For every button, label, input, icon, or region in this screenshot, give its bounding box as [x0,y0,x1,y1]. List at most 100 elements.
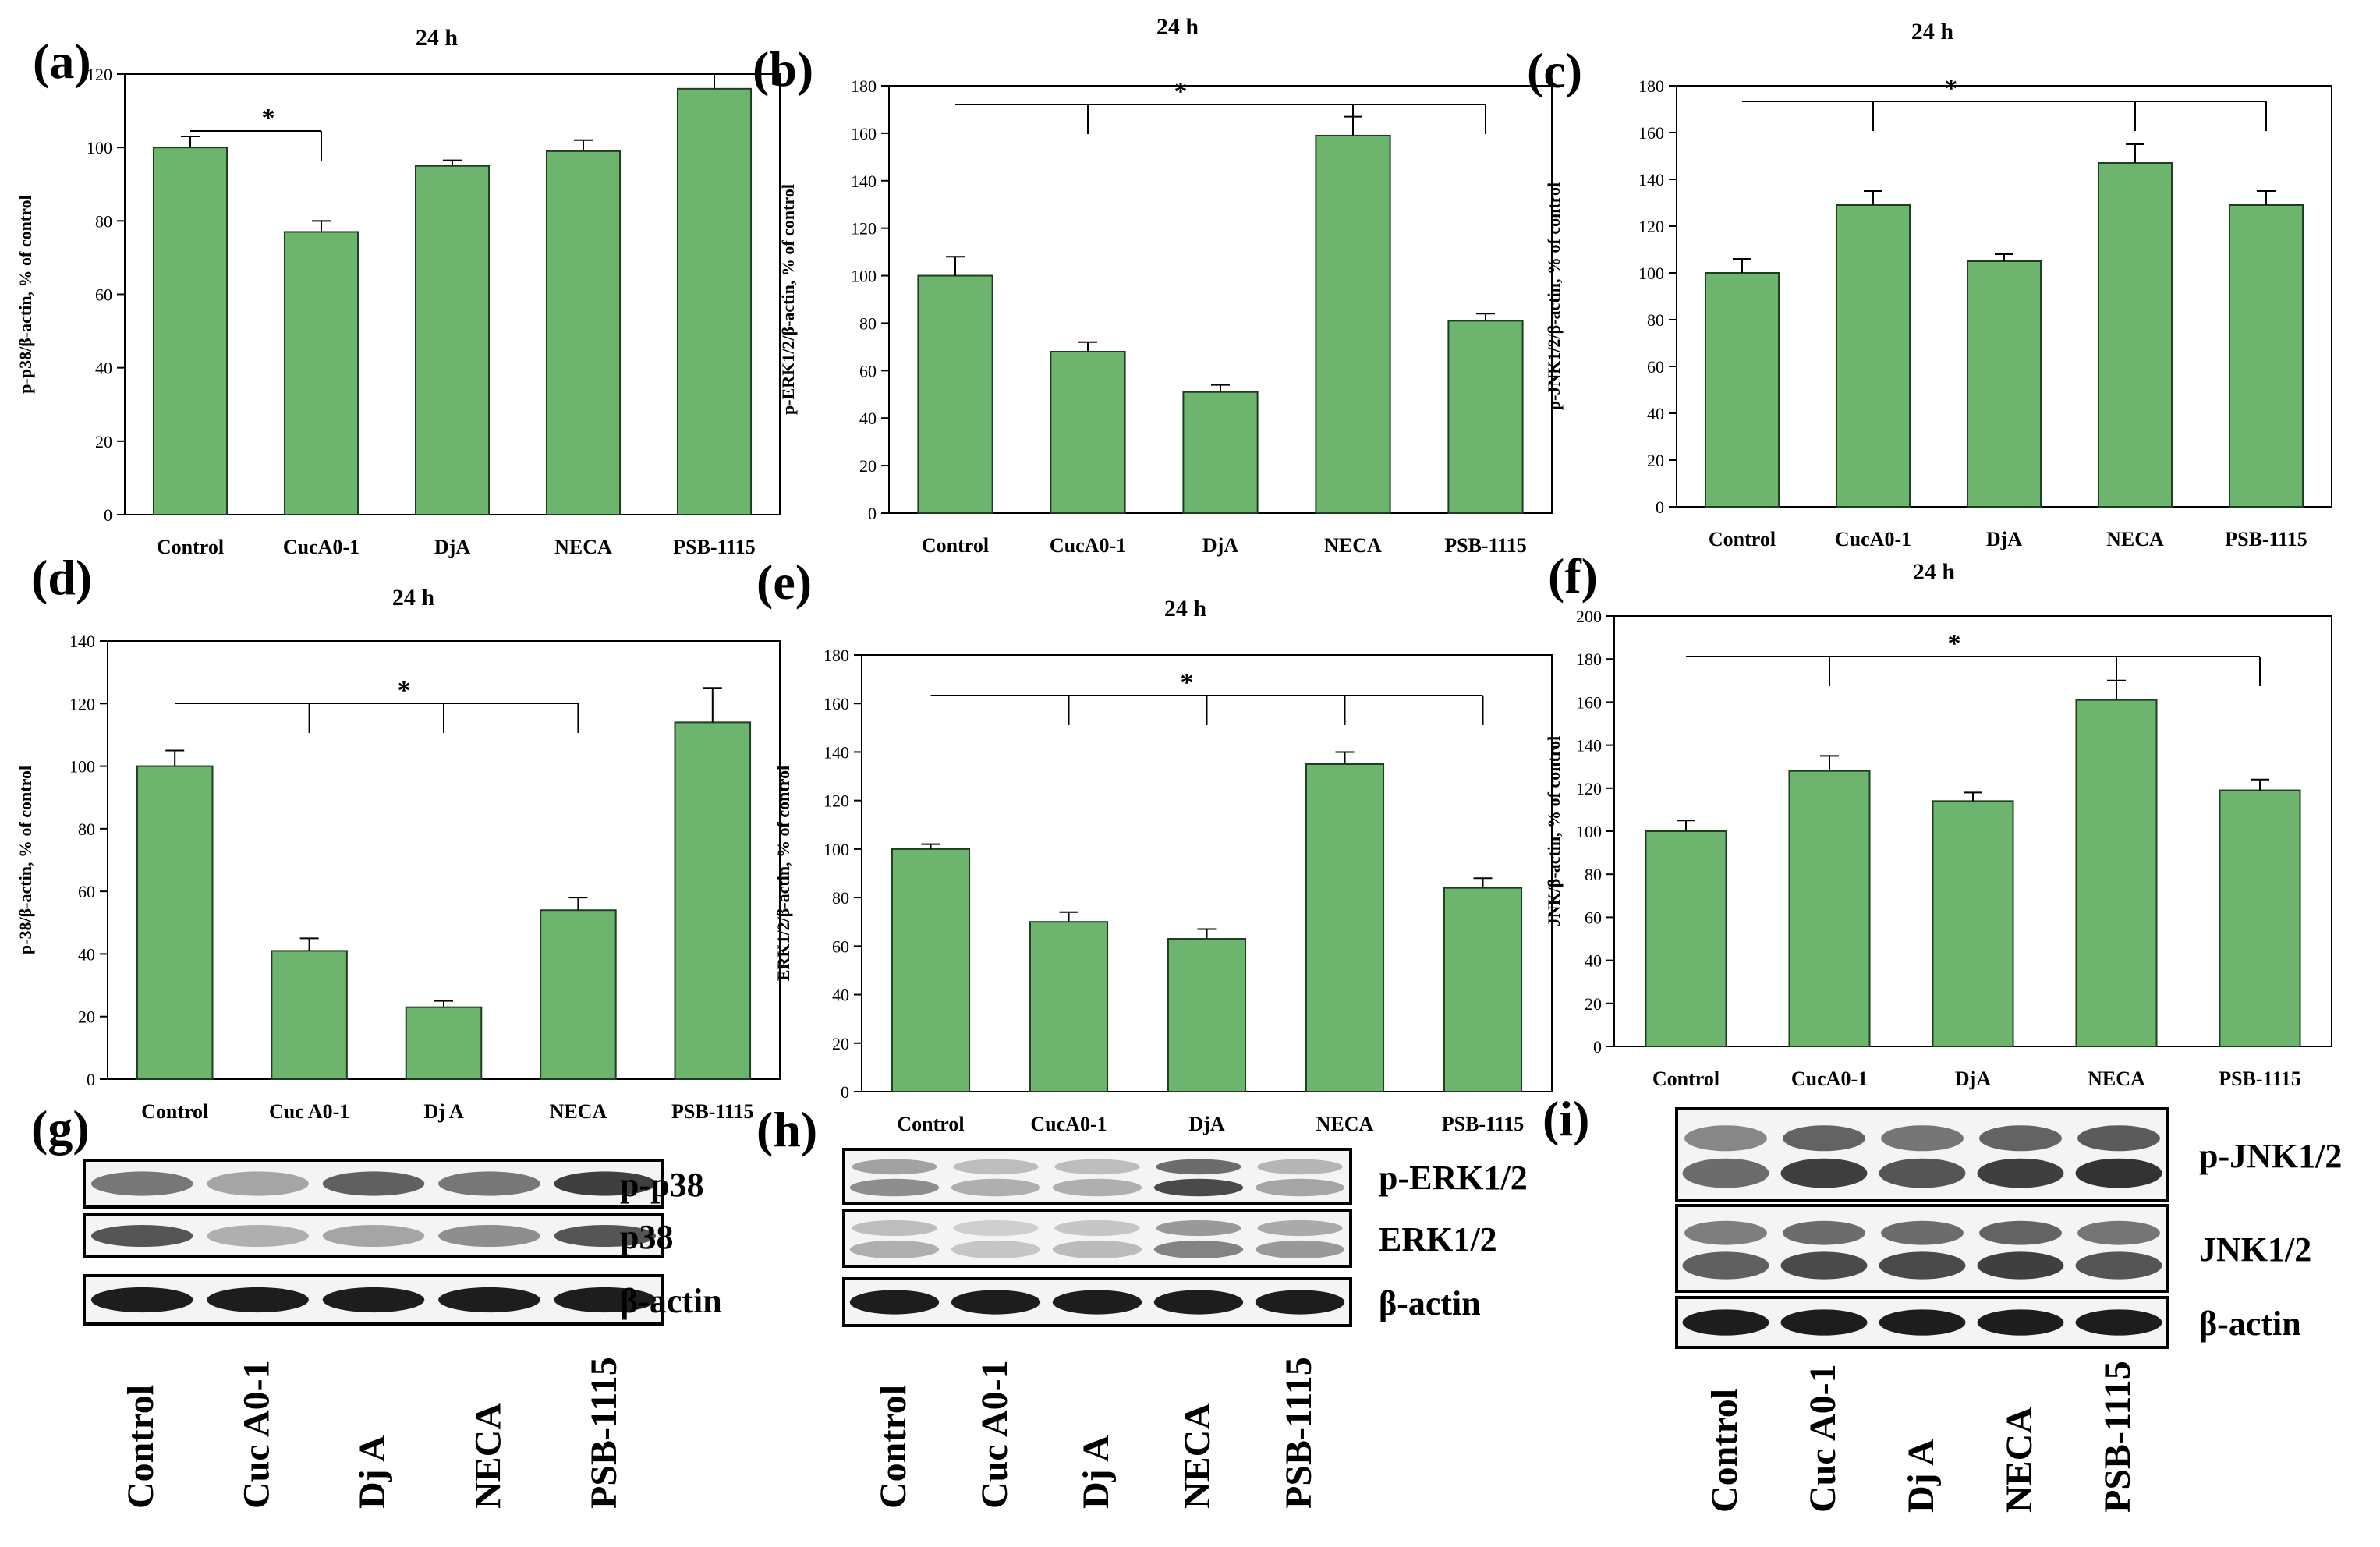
blot-strip [842,1209,1352,1268]
blot-band [1684,1125,1767,1152]
chart-d: 0 20 40 60 80 100 120 140 24 h (d) p-38/β-actin, %… [16,550,781,1123]
blot-band [1257,1159,1343,1175]
blot-band [1979,1125,2062,1152]
bar [136,765,214,1080]
x-category-label: PSB-1115 [2219,1067,2300,1090]
blot-row-label: p-JNK1/2 [2199,1137,2342,1175]
y-axis-label: ERK1/2/β-actin, % of control [774,766,793,981]
bar [674,721,752,1080]
lane-label: PSB-1115 [583,1357,625,1509]
y-tick-label: 120 [823,791,849,811]
bar [676,87,753,516]
panel-label: (b) [753,41,813,97]
blot-row-label: ERK1/2 [1379,1220,1497,1258]
y-tick-label: 60 [95,285,112,305]
significance-star: * [1174,77,1188,106]
bar [283,231,359,515]
blot-band [2077,1125,2160,1152]
y-tick-label: 60 [1585,908,1602,927]
lane-label: NECA [1999,1407,2040,1513]
bar [1447,320,1524,514]
blot-band [2075,1309,2162,1336]
chart-title: 24 h [1913,559,1956,585]
y-tick-label: 20 [859,456,877,476]
blot-row-label: β-actin [620,1282,722,1320]
y-tick-label: 0 [1656,497,1664,517]
x-category-label: PSB-1115 [671,1100,753,1123]
blot-band [322,1224,425,1248]
significance-star: * [1181,668,1194,697]
significance-star: * [1945,74,1958,103]
x-category-label: DjA [1202,534,1238,557]
y-tick-label: 20 [78,1007,95,1027]
blot-band [1881,1220,1964,1245]
panel-label: (c) [1527,43,1582,98]
y-tick-label: 140 [69,632,95,651]
y-tick-label: 120 [69,694,95,713]
y-tick-label: 80 [1647,310,1664,330]
bar [1788,770,1871,1047]
blot-band [2075,1251,2162,1280]
bar [1029,921,1109,1092]
blot-band [1682,1158,1769,1188]
blot-band [322,1171,425,1196]
bar [1932,800,2014,1047]
y-tick-label: 140 [1576,736,1602,756]
x-category-label: NECA [1316,1113,1374,1135]
x-category-label: DjA [1986,528,2022,550]
blot-band [2077,1220,2160,1245]
x-category-label: Control [897,1113,964,1135]
bar [545,150,622,515]
x-category-label: PSB-1115 [673,536,755,558]
bar [1966,260,2042,508]
blot-band [953,1159,1039,1175]
y-tick-label: 160 [1638,123,1664,143]
blot-band [554,1171,657,1196]
y-tick-label: 20 [832,1034,849,1053]
y-tick-label: 80 [859,313,877,333]
significance-star: * [398,676,411,705]
y-tick-label: 40 [859,409,877,428]
blot-band [852,1159,937,1175]
y-tick-label: 120 [1638,217,1664,236]
panel-label: (g) [31,1100,90,1156]
x-category-label: PSB-1115 [1444,534,1526,557]
x-category-label: Dj A [423,1100,464,1123]
blot-band [207,1287,309,1313]
lane-label: Dj A [1900,1439,1942,1513]
y-tick-label: 120 [851,219,877,239]
chart-a: 0 20 40 60 80 100 120 24 h (a) p-p38/β-actin, % o… [16,25,781,558]
y-tick-label: 20 [1647,451,1664,470]
y-tick-label: 100 [1576,822,1602,841]
blot-band [1052,1290,1142,1315]
significance-star: * [1948,629,1961,658]
blot-band [554,1224,657,1248]
bar [1704,272,1780,508]
panel-label: (d) [31,550,92,605]
bar [405,1006,483,1080]
y-tick-label: 60 [1647,357,1664,377]
y-tick-label: 40 [78,944,95,964]
blot-band [1783,1125,1865,1152]
y-tick-label: 0 [841,1082,849,1102]
blot-band [1879,1309,1966,1336]
bar [1443,887,1523,1092]
y-tick-label: 180 [1638,76,1664,96]
lane-label: Dj A [352,1435,393,1509]
blot-h: (h) p-ERK1/2 ERK1/2 β-actin Control Cuc A0-1 D… [756,1102,1528,1509]
chart-f: 0 20 40 60 80 100 120 140 160 180 200 24 h (f) JNK/β-… [1544,548,2332,1090]
blot-band [207,1224,309,1248]
chart-title: 24 h [1164,596,1207,621]
y-tick-label: 120 [1576,779,1602,798]
blot-band [849,1290,940,1315]
blot-band [90,1171,193,1196]
y-tick-label: 0 [1593,1037,1602,1057]
lane-label: PSB-1115 [2097,1361,2138,1513]
bar [1167,938,1247,1092]
x-category-label: PSB-1115 [1442,1113,1524,1135]
bar [152,147,228,516]
x-category-label: NECA [554,536,612,558]
x-category-label: DjA [1188,1113,1224,1135]
lane-label: Cuc A0-1 [1802,1364,1843,1513]
lane-label: Cuc A0-1 [974,1360,1015,1509]
